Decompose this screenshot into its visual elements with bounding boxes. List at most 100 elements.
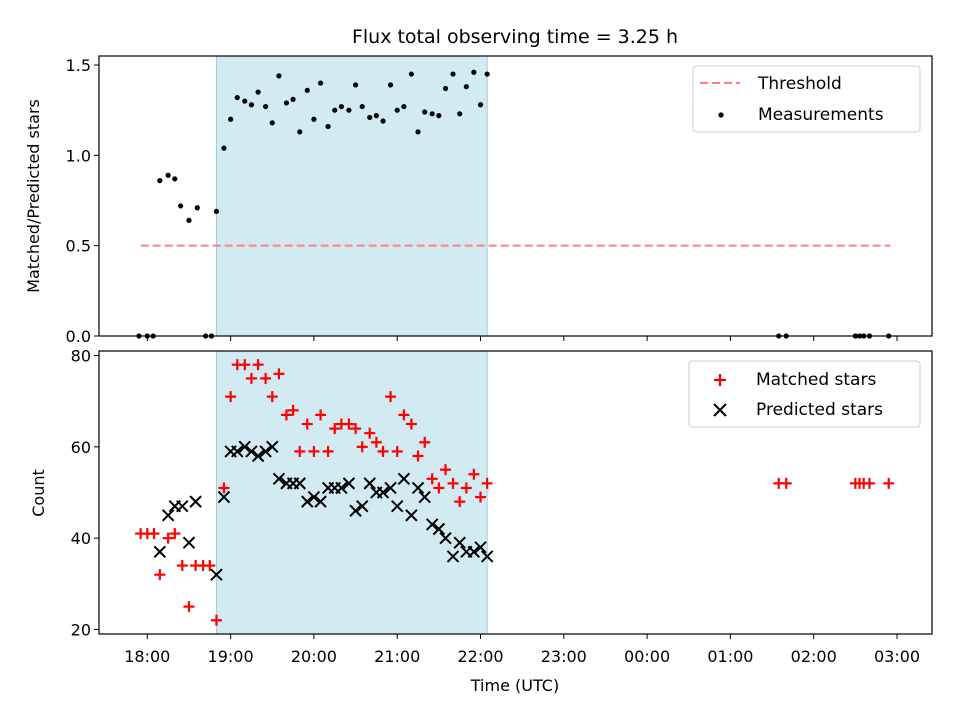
predicted-star-point	[210, 568, 223, 581]
predicted-marker-b	[210, 568, 223, 581]
predicted-star-point	[363, 477, 376, 490]
bottom-y-tick-label: 40	[71, 529, 91, 548]
measurement-point	[373, 113, 379, 119]
predicted-marker-b	[397, 472, 411, 486]
predicted-star-point	[217, 490, 231, 504]
predicted-marker-b	[432, 522, 446, 536]
predicted-star-point	[439, 531, 452, 545]
predicted-marker-b	[307, 490, 321, 504]
predicted-star-point	[231, 445, 244, 458]
measurement-point	[338, 103, 345, 110]
measurement-point	[304, 87, 310, 93]
bottom-legend: Matched stars Predicted stars	[688, 360, 921, 428]
x-tick-label: 03:00	[874, 647, 920, 666]
matched-star-point	[364, 427, 376, 439]
matched-star-point	[162, 532, 174, 544]
bottom-panel: 20 40 60 80 Count Time (UTC) Matched stars …	[29, 347, 933, 695]
predicted-marker-b	[405, 509, 418, 522]
predicted-star-point	[293, 477, 306, 490]
x-tick-label: 20:00	[291, 647, 337, 666]
predicted-marker-b	[272, 472, 286, 486]
measurement-point	[283, 100, 290, 106]
measurement-point	[311, 116, 317, 122]
predicted-marker-b	[363, 477, 376, 490]
predicted-star-point	[189, 495, 202, 508]
predicted-marker-b	[411, 481, 425, 495]
matched-star-point	[419, 436, 431, 448]
predicted-marker-b	[301, 495, 314, 508]
predicted-star-point	[391, 499, 404, 513]
top-y-tick-label: 1.0	[66, 146, 91, 165]
matched-star-point	[481, 477, 493, 489]
x-tick-label: 23:00	[541, 647, 587, 666]
bottom-y-tick-label: 60	[71, 438, 91, 457]
matched-star-point	[377, 445, 389, 457]
measurement-point	[387, 82, 394, 88]
predicted-star-point	[474, 541, 487, 554]
x-tick-label: 21:00	[374, 647, 420, 666]
observing-window-shade-bottom	[215, 350, 488, 635]
predicted-star-point	[245, 445, 258, 458]
predicted-star-point	[259, 445, 272, 458]
measurement-point	[436, 113, 442, 119]
predicted-marker-b	[266, 440, 279, 454]
predicted-star-point	[453, 536, 466, 549]
matched-star-point	[405, 418, 417, 430]
predicted-marker-b	[425, 518, 439, 531]
predicted-star-point	[307, 490, 321, 504]
predicted-marker-b	[480, 550, 494, 563]
top-legend: Threshold Measurements	[692, 65, 921, 133]
measurement-point	[221, 145, 227, 151]
predicted-star-point	[467, 545, 481, 559]
measurement-point	[178, 203, 184, 209]
measurement-point	[450, 71, 456, 77]
legend-predicted-label: Predicted stars	[756, 400, 883, 420]
matched-star-point	[460, 482, 472, 494]
predicted-marker-b	[259, 445, 272, 458]
predicted-star-point	[397, 472, 411, 486]
measurement-point	[228, 116, 234, 122]
predicted-star-point	[238, 440, 251, 454]
legend-matched-swatch	[714, 374, 726, 386]
predicted-star-point	[446, 550, 460, 563]
predicted-marker-b	[391, 499, 404, 513]
predicted-marker-b	[293, 477, 306, 490]
predicted-marker-b	[467, 545, 481, 559]
predicted-marker-b	[446, 550, 460, 563]
matched-star-point	[468, 468, 480, 480]
matched-star-point	[308, 445, 320, 457]
matched-star-point	[412, 450, 424, 462]
observing-window-shade-top	[215, 55, 488, 337]
predicted-marker-b	[342, 477, 356, 490]
x-tick-label: 18:00	[124, 647, 170, 666]
matched-star-point	[273, 368, 285, 380]
predicted-marker-b	[356, 499, 369, 513]
matched-star-point	[780, 477, 792, 489]
matched-star-point	[883, 477, 895, 489]
measurement-point	[422, 109, 428, 115]
measurement-point	[429, 111, 435, 117]
matched-star-point	[176, 560, 188, 572]
predicted-marker-b	[376, 486, 390, 499]
matched-star-point	[266, 391, 278, 403]
predicted-marker-b	[245, 445, 258, 458]
predicted-marker-b	[176, 499, 189, 513]
measurement-point	[367, 114, 373, 121]
matched-star-point	[239, 359, 251, 371]
matched-star-point	[148, 528, 160, 540]
predicted-star-point	[356, 499, 369, 513]
predicted-marker-b	[418, 490, 431, 504]
measurement-point	[457, 111, 463, 117]
bottom-plot-frame	[98, 350, 933, 635]
predicted-star-point	[349, 504, 362, 517]
predicted-star-point	[411, 481, 425, 495]
top-legend-box	[692, 65, 921, 133]
x-tick-label: 02:00	[791, 647, 837, 666]
matched-star-point	[343, 418, 355, 430]
top-y-tick-label: 1.5	[66, 56, 91, 75]
predicted-star-point	[182, 536, 196, 549]
predicted-star-point	[405, 509, 418, 522]
matched-star-point	[329, 423, 341, 435]
predicted-star-point	[432, 522, 446, 536]
predicted-star-point	[176, 499, 189, 513]
